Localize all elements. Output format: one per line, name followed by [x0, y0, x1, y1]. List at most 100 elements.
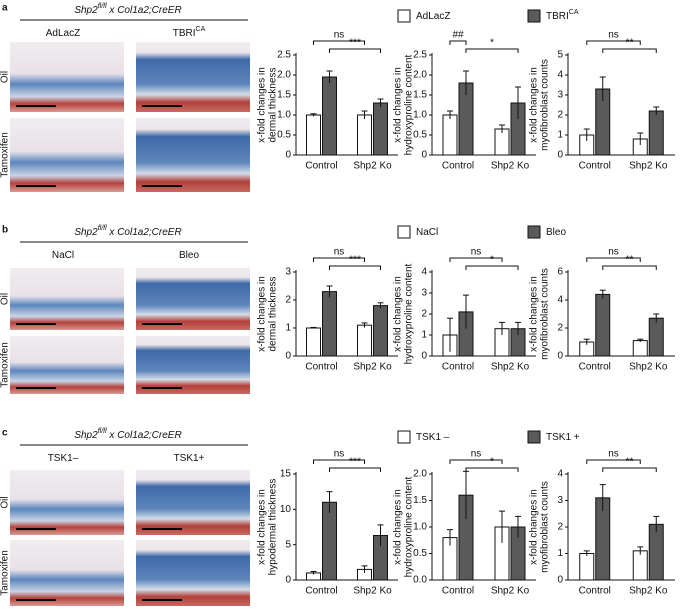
- significance-bracket: [602, 467, 657, 472]
- row-label: Tamoxifen: [0, 132, 11, 178]
- significance-label: ***: [349, 457, 361, 468]
- y-tick-label: 15: [280, 469, 292, 480]
- x-tick-label: Control: [442, 362, 474, 373]
- y-tick-label: 0.0: [413, 575, 427, 586]
- y-axis-label: x-fold changes in: [529, 489, 540, 565]
- genotype-sup: fl/fl: [98, 225, 107, 232]
- x-tick-label: Control: [579, 161, 611, 172]
- genotype: Shp2fl/fl x Col1a2;CreER: [74, 225, 181, 238]
- panel-letter: b: [2, 225, 8, 236]
- legend-label: TSK1 +: [546, 432, 580, 443]
- y-tick-label: 3: [285, 267, 291, 278]
- y-tick-label: 1.0: [413, 522, 427, 533]
- y-tick-label: 1.5: [413, 495, 427, 506]
- row-label: Tamoxifen: [0, 550, 11, 596]
- bar: [373, 102, 388, 156]
- y-axis-label: myofibroblast counts: [540, 268, 551, 360]
- histology-image: [10, 118, 124, 192]
- column-label-sup: CA: [196, 26, 206, 33]
- histology-image: [10, 470, 124, 535]
- y-tick-label: 0: [421, 351, 427, 362]
- significance-bracket: [313, 40, 365, 45]
- histology-image: [136, 118, 250, 192]
- y-tick-label: 0: [285, 351, 291, 362]
- significance-label: *: [490, 38, 494, 49]
- x-tick-label: Control: [305, 161, 337, 172]
- y-axis-label: dermal thickness: [268, 67, 279, 142]
- column-label-main: AdLacZ: [46, 28, 80, 39]
- bar: [648, 110, 664, 156]
- y-tick-label: 1: [285, 323, 291, 334]
- bar: [322, 76, 337, 156]
- significance-label: ##: [452, 30, 464, 41]
- legend-swatch: [397, 225, 411, 239]
- x-tick-label: Control: [305, 586, 337, 597]
- x-tick-label: Shp2 Ko: [629, 161, 668, 172]
- genotype-gene: Shp2: [74, 5, 98, 16]
- x-tick-label: Control: [579, 362, 611, 373]
- legend-label-main: NaCl: [416, 227, 438, 238]
- bar: [632, 550, 648, 581]
- significance-bracket: [586, 459, 641, 464]
- significance-label: **: [626, 38, 634, 49]
- row-label: Oil: [0, 496, 11, 508]
- genotype-rest: x Col1a2;CreER: [107, 430, 182, 441]
- genotype-rest: x Col1a2;CreER: [107, 227, 182, 238]
- significance-label: ns: [608, 30, 619, 41]
- legend-swatch: [527, 225, 541, 239]
- y-tick-label: 1.0: [413, 110, 427, 121]
- column-label: TSK1–: [48, 453, 79, 464]
- column-label: Bleo: [179, 250, 199, 261]
- x-tick-label: Shp2 Ko: [629, 586, 668, 597]
- column-label: AdLacZ: [46, 28, 80, 39]
- significance-label: ns: [608, 247, 619, 258]
- legend-swatch: [397, 9, 411, 23]
- y-tick-label: 0.5: [277, 130, 291, 141]
- bar: [306, 114, 321, 156]
- row-label: Tamoxifen: [0, 342, 11, 388]
- column-label: TSK1+: [174, 453, 205, 464]
- y-axis-label: x-fold changes in: [529, 67, 540, 143]
- significance-bracket: [313, 459, 365, 464]
- y-tick-label: 2.5: [277, 50, 291, 61]
- bar: [322, 291, 337, 357]
- y-axis-label: x-fold changes in: [257, 67, 268, 143]
- y-axis-label: dermal thickness: [268, 276, 279, 351]
- legend-label-main: Bleo: [546, 227, 566, 238]
- y-tick-label: 1.5: [413, 90, 427, 101]
- significance-label: ns: [471, 449, 482, 460]
- y-tick-label: 0: [285, 575, 291, 586]
- legend-label-main: TBRI: [546, 11, 569, 22]
- significance-bracket: [449, 257, 503, 262]
- y-tick-label: 1.0: [277, 110, 291, 121]
- histology-image: [10, 540, 124, 606]
- legend-label: NaCl: [416, 227, 438, 238]
- significance-bracket: [313, 257, 365, 262]
- genotype-sup: fl/fl: [98, 3, 107, 10]
- significance-label: *: [490, 457, 494, 468]
- histology-image: [10, 42, 124, 112]
- x-tick-label: Shp2 Ko: [629, 362, 668, 373]
- histology-image: [10, 336, 124, 394]
- y-tick-label: 2: [557, 323, 563, 334]
- legend-label: AdLacZ: [416, 11, 450, 22]
- y-tick-label: 0: [557, 351, 563, 362]
- significance-label: ns: [334, 449, 345, 460]
- y-tick-label: 2: [557, 522, 563, 533]
- y-tick-label: 4: [557, 295, 563, 306]
- significance-label: *: [490, 255, 494, 266]
- x-tick-label: Control: [305, 362, 337, 373]
- legend-swatch: [527, 9, 541, 23]
- legend-swatch: [397, 430, 411, 444]
- y-tick-label: 5: [557, 50, 563, 61]
- y-tick-label: 0: [557, 150, 563, 161]
- significance-label: ns: [608, 449, 619, 460]
- y-tick-label: 3: [421, 288, 427, 299]
- y-tick-label: 0: [557, 575, 563, 586]
- y-axis-label: x-fold changes in: [257, 489, 268, 565]
- bar: [306, 327, 321, 357]
- y-tick-label: 2: [557, 110, 563, 121]
- bar: [648, 317, 664, 357]
- significance-bracket: [329, 265, 381, 270]
